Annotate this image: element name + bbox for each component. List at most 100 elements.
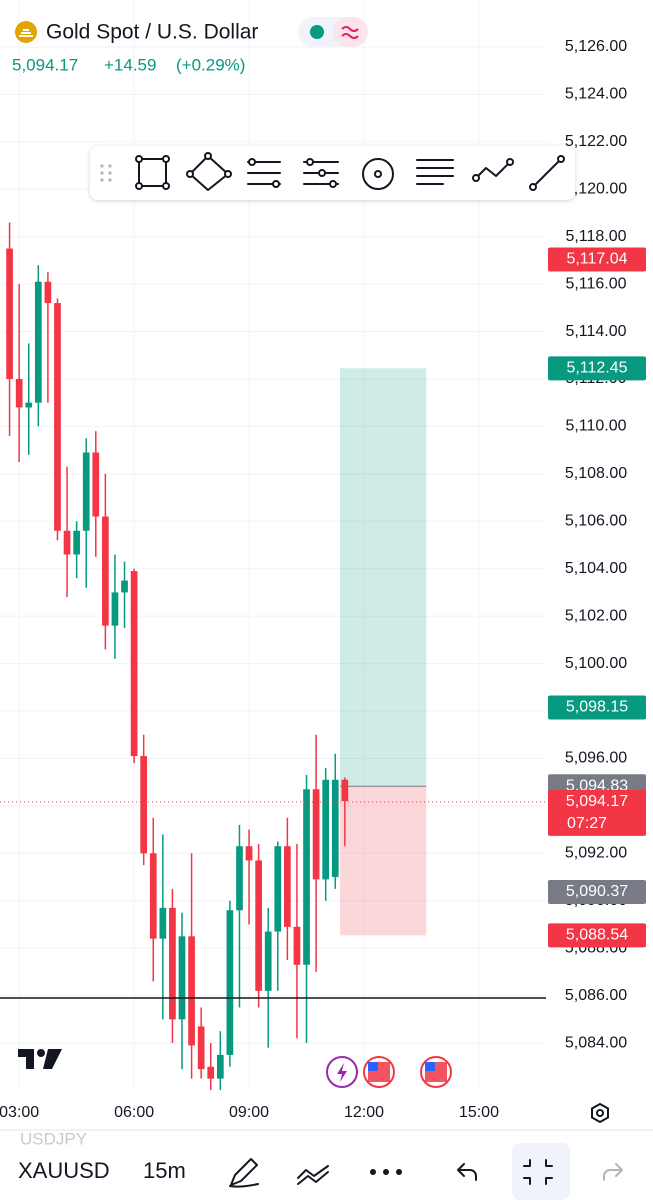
candle-body [63,530,71,555]
x-tick-label: 09:00 [229,1104,269,1121]
position-profit-zone [340,368,427,787]
candle-body [255,860,262,991]
price-label-bg [548,923,646,948]
market-open-dot [310,25,324,39]
y-tick-label: 5,124.00 [565,86,627,103]
lines-tool[interactable] [416,159,454,185]
y-tick-label: 5,100.00 [565,655,627,672]
candle-body [303,789,310,965]
price-label-bg [548,695,646,720]
candle-body [245,846,253,861]
candle-body [169,907,176,1020]
price-label: 5,088.54 [566,927,628,944]
drawing-toolbar [90,146,575,200]
y-tick-label: 5,118.00 [565,228,626,245]
price-label: 5,117.04 [566,251,627,268]
candle-body [130,571,138,757]
candle-body [331,779,339,878]
settings-button[interactable] [591,1102,609,1124]
symbol-button[interactable]: XAUUSD [18,1158,110,1183]
y-tick-label: 5,108.00 [565,465,627,482]
price-axis: 5,126.00 5,124.00 5,122.00 5,120.00 5,118.00… [548,38,646,1051]
economic-event-us[interactable] [420,1056,452,1088]
price-label-bg [548,247,646,272]
y-tick-label: 5,102.00 [565,607,627,624]
delay-icon [341,26,359,39]
trendline-tool[interactable] [529,155,565,191]
delay-badge [333,17,368,47]
rotated-rectangle-tool[interactable] [186,152,232,191]
indicators-button[interactable] [297,1165,329,1185]
undo-button[interactable] [457,1163,477,1181]
y-tick-label: 5,116.00 [565,275,626,292]
previous-symbol[interactable]: USDJPY [20,1129,87,1148]
position-loss-zone [340,786,427,936]
symbol-icon-glyph [19,29,33,37]
candle-body [197,1026,205,1070]
candle-body [15,378,23,408]
y-tick-label: 5,084.00 [565,1034,627,1051]
price-label: 5,112.45 [566,360,627,377]
candle-body [44,281,52,304]
candle-body [6,248,13,379]
settings-icon [596,1109,604,1117]
y-tick-label: 5,126.00 [565,38,627,55]
fib-tool[interactable] [247,158,281,188]
symbol-title[interactable]: Gold Spot / U.S. Dollar [46,21,258,44]
redo-button[interactable] [603,1163,623,1181]
economic-event-us[interactable] [363,1056,395,1088]
candle-body [322,779,330,880]
candle-body [102,516,109,626]
price-change: +14.59 [104,55,156,74]
candle-body [54,303,61,531]
candle-body [274,846,282,932]
candle-body [34,281,42,403]
candle-body [92,452,100,517]
interval-button[interactable]: 15m [143,1158,186,1183]
x-tick-label: 06:00 [114,1104,154,1121]
event-icon-glyph [337,1063,347,1082]
candle-body [188,936,195,1046]
candle-body [207,1066,215,1079]
path-tool[interactable] [472,158,514,182]
candle-body [216,1054,224,1079]
candle-body [73,530,80,555]
price-change-percent: (+0.29%) [176,55,245,74]
fib-extension-tool[interactable] [303,158,339,188]
candle-body [284,846,291,927]
rectangle-tool[interactable] [135,155,170,190]
candle-body [264,931,272,991]
candle-body [140,756,148,854]
price-label: 5,094.17 [566,793,628,810]
x-tick-label: 03:00 [0,1104,39,1121]
candle-body [341,779,349,802]
y-tick-label: 5,104.00 [565,560,627,577]
circle-tool[interactable] [362,158,394,190]
fullscreen-button-bg[interactable] [512,1143,570,1200]
candle-body [178,936,186,1020]
drag-handle[interactable] [100,164,112,182]
fullscreen-button[interactable] [523,1159,553,1185]
plot-area [0,222,546,1090]
price-label-bg [548,789,646,836]
candle-body [293,926,301,965]
y-tick-label: 5,086.00 [565,987,627,1004]
draw-button[interactable] [229,1158,259,1188]
candle-body [82,452,90,531]
tradingview-logo [18,1049,62,1069]
more-button[interactable] [370,1169,402,1175]
y-tick-label: 5,106.00 [565,513,627,530]
x-tick-label: 12:00 [344,1104,384,1121]
y-tick-label: 5,114.00 [565,323,626,340]
price-label-bg [548,356,646,381]
candle-body [149,853,157,939]
y-tick-label: 5,122.00 [565,133,627,150]
x-tick-label: 15:00 [459,1104,499,1121]
y-tick-label: 5,120.00 [565,180,627,197]
last-price: 5,094.17 [12,55,78,74]
candle-body [121,580,128,593]
y-tick-label: 5,110.00 [565,418,626,435]
y-tick-label: 5,096.00 [565,750,627,767]
candle-body [312,789,320,880]
